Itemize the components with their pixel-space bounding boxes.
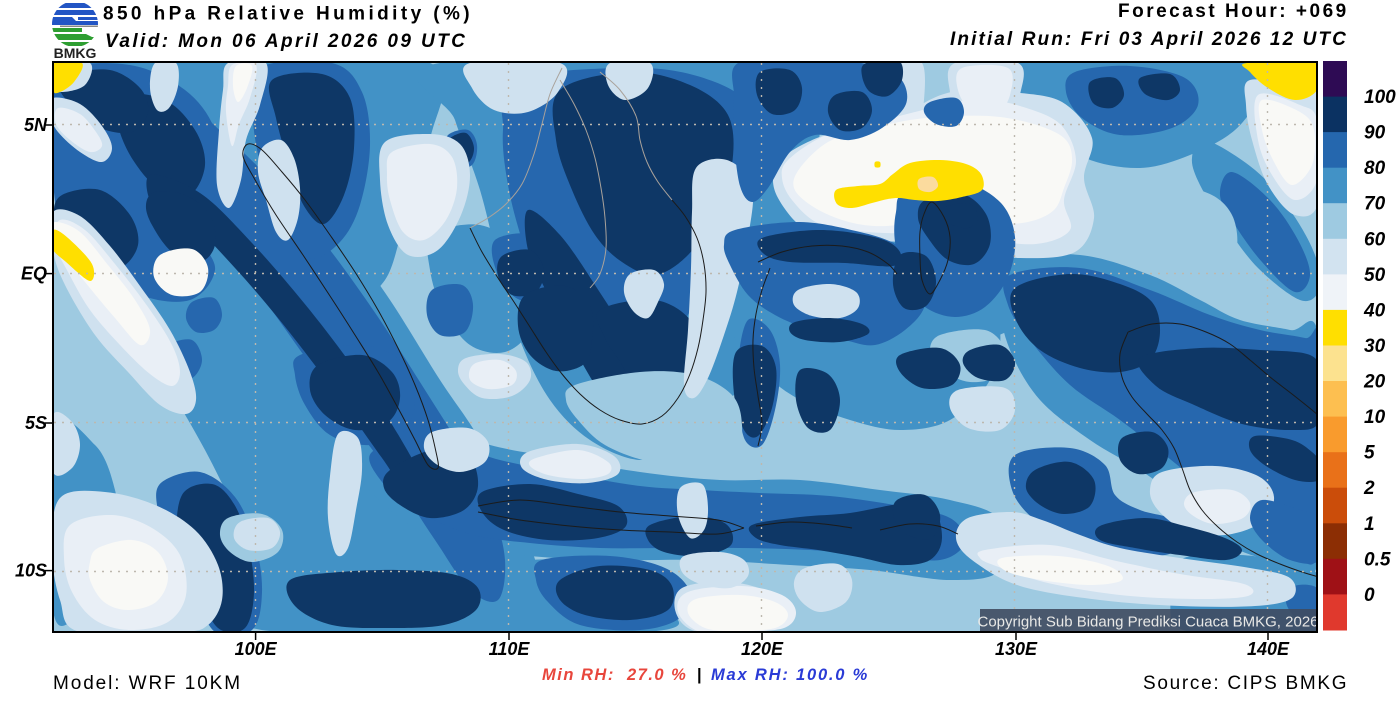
svg-text:30: 30 (1364, 336, 1386, 357)
svg-text:130E: 130E (995, 639, 1038, 659)
svg-text:20: 20 (1363, 372, 1386, 393)
svg-text:2: 2 (1363, 478, 1375, 499)
svg-text:120E: 120E (741, 639, 784, 659)
svg-text:0: 0 (1364, 585, 1375, 606)
svg-text:Valid: Mon 06 April 2026 09 UT: Valid: Mon 06 April 2026 09 UTC (105, 31, 467, 52)
svg-text:90: 90 (1364, 123, 1386, 144)
svg-text:Initial Run: Fri 03 April 2026: Initial Run: Fri 03 April 2026 12 UTC (950, 29, 1348, 50)
svg-text:60: 60 (1364, 229, 1386, 250)
svg-text:Max RH: 100.0 %: Max RH: 100.0 % (711, 666, 869, 684)
svg-text:10: 10 (1364, 407, 1386, 428)
svg-text:5: 5 (1364, 443, 1375, 464)
svg-text:Min RH: 27.0 %: Min RH: 27.0 % (542, 666, 687, 684)
svg-text:70: 70 (1364, 194, 1386, 215)
svg-text:|: | (697, 666, 702, 684)
svg-text:5S: 5S (25, 413, 47, 433)
svg-text:BMKG: BMKG (54, 45, 97, 61)
svg-text:100E: 100E (235, 639, 278, 659)
svg-text:0.5: 0.5 (1364, 549, 1391, 570)
svg-text:Forecast Hour: +069: Forecast Hour: +069 (1118, 1, 1349, 22)
svg-text:110E: 110E (489, 639, 531, 659)
svg-text:100: 100 (1364, 87, 1396, 108)
svg-text:80: 80 (1364, 158, 1386, 179)
svg-text:50: 50 (1364, 265, 1386, 286)
svg-text:140E: 140E (1247, 639, 1290, 659)
svg-text:1: 1 (1364, 514, 1375, 535)
svg-text:850 hPa Relative Humidity (%): 850 hPa Relative Humidity (%) (103, 4, 473, 25)
svg-text:Source: CIPS BMKG: Source: CIPS BMKG (1143, 673, 1348, 694)
svg-text:Copyright Sub Bidang Prediksi: Copyright Sub Bidang Prediksi Cuaca BMKG… (977, 614, 1318, 631)
svg-text:10S: 10S (15, 561, 47, 581)
svg-text:EQ: EQ (21, 264, 47, 284)
svg-text:40: 40 (1363, 300, 1386, 321)
svg-text:Model: WRF 10KM: Model: WRF 10KM (53, 673, 242, 694)
svg-text:5N: 5N (24, 115, 48, 135)
